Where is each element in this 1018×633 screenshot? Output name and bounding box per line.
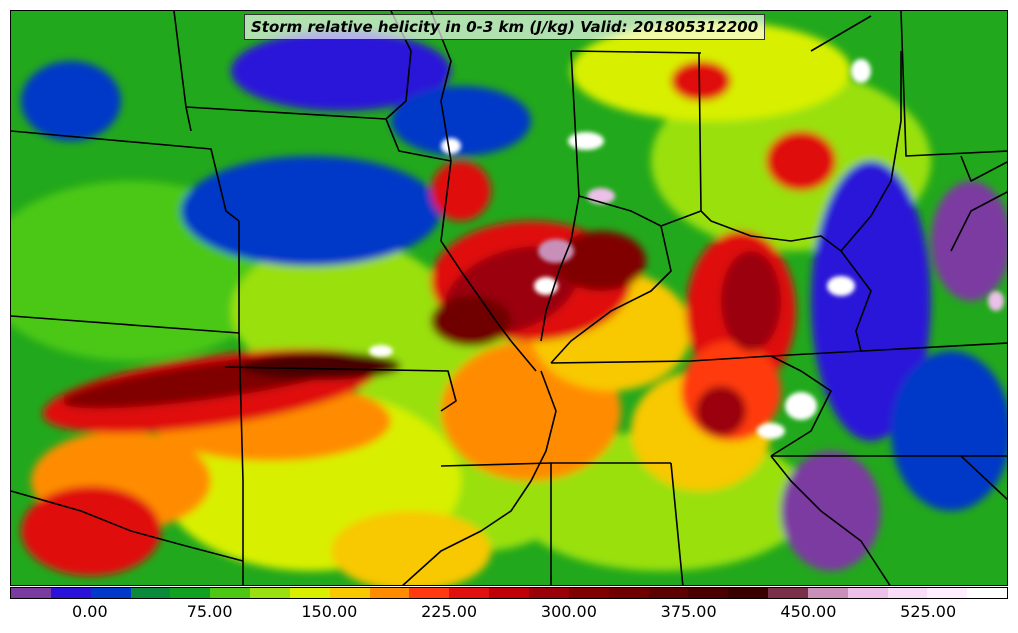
colorbar-swatch	[130, 588, 171, 598]
contour-band	[988, 291, 1004, 311]
contour-band	[331, 511, 491, 585]
colorbar-tick-label: 375.00	[660, 602, 717, 621]
colorbar-swatch	[807, 588, 848, 598]
map-title: Storm relative helicity in 0-3 km (J/kg)…	[244, 14, 766, 40]
contour-band	[931, 181, 1007, 301]
colorbar-swatch	[528, 588, 569, 598]
state-border	[578, 195, 702, 227]
colorbar-swatch	[289, 588, 330, 598]
colorbar-swatch	[50, 588, 91, 598]
contour-band	[785, 392, 817, 420]
state-border	[540, 50, 580, 342]
colorbar-swatch	[90, 588, 131, 598]
state-border	[770, 355, 832, 457]
contour-band	[21, 61, 121, 141]
state-border	[960, 455, 1007, 501]
contour-band	[851, 59, 871, 83]
colorbar-swatch	[728, 588, 769, 598]
contour-band	[431, 296, 511, 346]
colorbar-tick-label: 150.00	[301, 602, 358, 621]
contour-band	[781, 451, 881, 571]
contour-band	[696, 386, 746, 436]
state-border	[185, 106, 452, 162]
contour-band	[431, 161, 491, 221]
colorbar-swatch	[927, 588, 968, 598]
contour-band	[671, 61, 731, 101]
contour-band	[827, 276, 855, 296]
colorbar-swatch	[887, 588, 928, 598]
state-border	[402, 370, 557, 585]
contour-band	[766, 131, 836, 191]
colorbar-swatch	[210, 588, 251, 598]
state-border	[840, 51, 902, 252]
colorbar-tick-label: 75.00	[186, 602, 233, 621]
colorbar-tick-label: 525.00	[900, 602, 957, 621]
state-borders	[11, 11, 1007, 585]
colorbar-swatch	[170, 588, 211, 598]
colorbar-tick-label: 300.00	[540, 602, 597, 621]
map-panel	[10, 10, 1008, 586]
state-border	[710, 220, 842, 252]
colorbar-swatch	[329, 588, 370, 598]
colorbar-swatch	[608, 588, 649, 598]
colorbar-swatch	[11, 588, 51, 598]
contour-band	[757, 423, 785, 439]
colorbar-tick-label: 0.00	[72, 602, 108, 621]
colorbar-swatch	[688, 588, 729, 598]
state-border	[238, 332, 244, 585]
helicity-map	[11, 11, 1007, 585]
state-border	[840, 250, 872, 352]
state-border	[770, 455, 891, 585]
colorbar-swatch	[648, 588, 689, 598]
state-border	[224, 366, 457, 412]
contour-band	[21, 486, 161, 576]
state-border	[900, 11, 1007, 157]
colorbar-swatch	[449, 588, 490, 598]
contour-band	[721, 251, 781, 351]
colorbar-swatch	[568, 588, 609, 598]
state-border	[11, 490, 244, 562]
state-border	[670, 462, 684, 585]
contour-band	[538, 239, 574, 263]
colorbar-tick-label: 450.00	[780, 602, 837, 621]
colorbar-labels: 0.00 75.00 150.00 225.00 300.00 375.00 450.00 5…	[10, 602, 1008, 624]
contour-band	[241, 352, 401, 380]
state-border	[810, 15, 872, 52]
state-border	[950, 191, 1007, 252]
colorbar-tick-label: 225.00	[421, 602, 478, 621]
contour-band	[811, 161, 931, 441]
colorbar-swatch	[250, 588, 290, 598]
colorbar	[10, 587, 1008, 599]
state-border	[960, 155, 1007, 182]
contour-band	[441, 138, 461, 154]
state-border	[550, 342, 1007, 364]
colorbar-swatch	[847, 588, 888, 598]
contour-band	[556, 231, 646, 291]
state-border	[550, 225, 672, 364]
contour-band	[391, 86, 531, 156]
colorbar-swatch	[489, 588, 529, 598]
state-border	[570, 50, 702, 54]
helicity-contours	[11, 21, 1007, 585]
colorbar-swatch	[369, 588, 410, 598]
state-border	[11, 130, 240, 222]
colorbar-swatch	[768, 588, 808, 598]
state-border	[173, 11, 192, 132]
colorbar-swatch	[967, 588, 1008, 598]
contour-band	[568, 132, 604, 150]
colorbar-swatch	[409, 588, 450, 598]
state-border	[440, 160, 537, 372]
contour-band	[231, 31, 451, 111]
contour-band	[369, 345, 393, 357]
contour-band	[181, 156, 441, 266]
contour-band	[891, 351, 1007, 511]
